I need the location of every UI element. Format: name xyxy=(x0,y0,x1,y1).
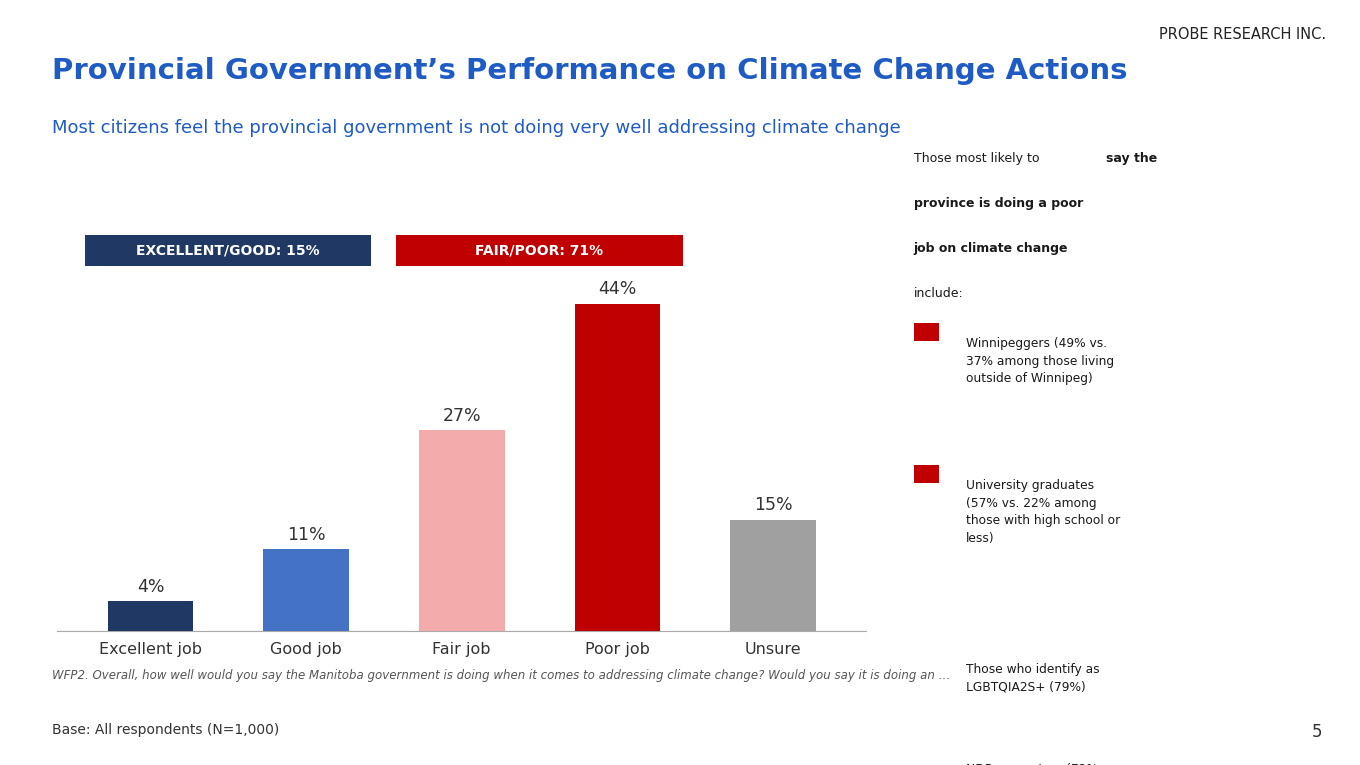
Text: 15%: 15% xyxy=(753,496,793,514)
Text: Winnipeggers (49% vs.
37% among those living
outside of Winnipeg): Winnipeggers (49% vs. 37% among those li… xyxy=(966,337,1114,386)
Text: Those most likely to: Those most likely to xyxy=(914,152,1043,165)
FancyBboxPatch shape xyxy=(914,324,938,341)
Text: 44%: 44% xyxy=(598,281,636,298)
Text: Base: All respondents (N=1,000): Base: All respondents (N=1,000) xyxy=(52,723,279,737)
Text: province is doing a poor: province is doing a poor xyxy=(914,197,1083,210)
Text: 4%: 4% xyxy=(137,578,165,596)
Bar xyxy=(574,304,660,631)
Text: University graduates
(57% vs. 22% among
those with high school or
less): University graduates (57% vs. 22% among … xyxy=(966,479,1121,545)
Bar xyxy=(107,601,193,631)
Text: Most citizens feel the provincial government is not doing very well addressing c: Most citizens feel the provincial govern… xyxy=(52,119,900,137)
Text: 27%: 27% xyxy=(442,407,481,425)
Text: Those who identify as
LGBTQIA2S+ (79%): Those who identify as LGBTQIA2S+ (79%) xyxy=(966,662,1100,693)
Text: say the: say the xyxy=(1107,152,1157,165)
Text: NDP supporters (72% vs.
12% among PC
supporters): NDP supporters (72% vs. 12% among PC sup… xyxy=(966,763,1119,765)
FancyBboxPatch shape xyxy=(396,236,683,266)
FancyBboxPatch shape xyxy=(914,465,938,483)
Text: PROBE RESEARCH INC.: PROBE RESEARCH INC. xyxy=(1159,27,1326,42)
Text: FAIR/POOR: 71%: FAIR/POOR: 71% xyxy=(476,244,604,258)
Text: job on climate change: job on climate change xyxy=(914,243,1069,256)
Bar xyxy=(730,519,816,631)
Bar xyxy=(419,430,505,631)
FancyBboxPatch shape xyxy=(914,749,938,765)
Text: 5: 5 xyxy=(1311,723,1322,741)
Text: include:: include: xyxy=(914,288,964,301)
FancyBboxPatch shape xyxy=(914,649,938,667)
Text: 11%: 11% xyxy=(287,526,325,544)
Bar xyxy=(264,549,350,631)
Text: Provincial Government’s Performance on Climate Change Actions: Provincial Government’s Performance on C… xyxy=(52,57,1127,86)
Text: WFP2. Overall, how well would you say the Manitoba government is doing when it c: WFP2. Overall, how well would you say th… xyxy=(52,669,951,682)
FancyBboxPatch shape xyxy=(86,236,371,266)
Text: EXCELLENT/GOOD: 15%: EXCELLENT/GOOD: 15% xyxy=(136,244,320,258)
